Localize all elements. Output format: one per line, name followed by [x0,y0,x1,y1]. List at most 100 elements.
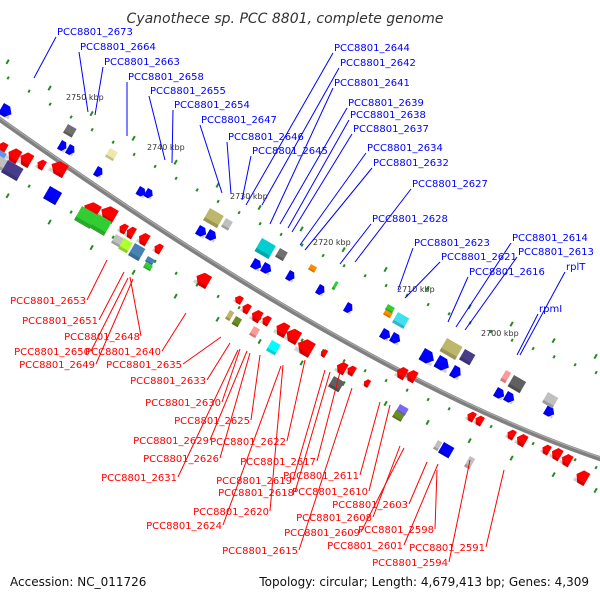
forward-gene-label[interactable]: PCC8801_2641 [334,78,410,89]
reverse-gene-arrow[interactable] [540,443,552,456]
forward-gene-label[interactable]: PCC8801_2614 [512,233,588,244]
reverse-gene-label[interactable]: PCC8801_2650 [14,347,90,358]
gene-feature-box[interactable] [385,304,395,314]
reverse-gene-label[interactable]: PCC8801_2631 [101,473,177,484]
forward-gene-label[interactable]: PCC8801_2645 [252,146,328,157]
gene-feature-box[interactable] [383,309,393,319]
gene-feature-box[interactable] [500,370,512,384]
reverse-gene-label[interactable]: PCC8801_2629 [133,436,209,447]
forward-gene-label[interactable]: PCC8801_2628 [372,214,448,225]
forward-gene-arrow[interactable] [56,140,69,153]
forward-gene-arrow[interactable] [543,405,557,419]
reverse-gene-arrow[interactable] [48,158,69,179]
reverse-gene-arrow[interactable] [404,368,419,384]
forward-gene-arrow[interactable] [93,166,105,179]
reverse-gene-arrow[interactable] [505,428,517,441]
forward-gene-label[interactable]: PCC8801_2642 [340,58,416,69]
gene-feature-box[interactable] [220,218,233,231]
forward-gene-label[interactable]: PCC8801_2664 [80,42,156,53]
gene-feature-box[interactable] [507,375,527,394]
reverse-gene-arrow[interactable] [233,294,244,305]
reverse-gene-label[interactable]: PCC8801_2633 [130,376,206,387]
gene-feature-box[interactable] [308,264,318,273]
gene-feature-box[interactable] [143,262,153,272]
reverse-gene-label[interactable]: PCC8801_2625 [174,416,250,427]
reverse-gene-arrow[interactable] [135,231,151,247]
gene-feature-box[interactable] [328,376,345,393]
reverse-gene-label[interactable]: PCC8801_2594 [372,558,448,569]
reverse-gene-label[interactable]: PCC8801_2626 [143,454,219,465]
forward-gene-label[interactable]: PCC8801_2663 [104,57,180,68]
reverse-gene-arrow[interactable] [573,468,591,487]
reverse-gene-label[interactable]: PCC8801_2640 [85,347,161,358]
forward-gene-arrow[interactable] [135,186,148,199]
forward-gene-arrow[interactable] [0,103,14,120]
gene-feature-box[interactable] [331,281,339,291]
reverse-gene-label[interactable]: PCC8801_2615 [222,546,298,557]
reverse-gene-arrow[interactable] [273,320,291,339]
reverse-gene-label[interactable]: PCC8801_2630 [145,398,221,409]
reverse-gene-arrow[interactable] [260,314,272,327]
reverse-gene-label[interactable]: PCC8801_2618 [218,488,294,499]
reverse-gene-arrow[interactable] [319,348,329,358]
reverse-gene-label[interactable]: PCC8801_2620 [193,507,269,518]
forward-gene-arrow[interactable] [250,258,264,272]
gene-feature-box[interactable] [459,349,476,366]
gene-feature-box[interactable] [74,206,98,229]
forward-gene-arrow[interactable] [418,348,438,367]
gene-feature-box[interactable] [249,326,261,339]
forward-gene-arrow[interactable] [503,391,517,405]
reverse-gene-label[interactable]: PCC8801_2609 [284,528,360,539]
forward-gene-arrow[interactable] [195,225,209,239]
gene-feature-box[interactable] [254,238,276,259]
forward-gene-label[interactable]: PCC8801_2644 [334,43,410,54]
reverse-gene-arrow[interactable] [35,158,47,171]
reverse-gene-label[interactable]: PCC8801_2635 [106,360,182,371]
reverse-gene-label[interactable]: PCC8801_2611 [283,471,359,482]
forward-gene-label[interactable]: PCC8801_2654 [174,100,250,111]
forward-gene-arrow[interactable] [388,332,403,346]
gene-feature-box[interactable] [117,238,133,254]
reverse-gene-label[interactable]: PCC8801_2651 [22,316,98,327]
gene-feature-box[interactable] [433,440,443,452]
forward-gene-arrow[interactable] [205,229,219,243]
forward-gene-label[interactable]: PCC8801_2647 [201,115,277,126]
gene-feature-box[interactable] [392,312,410,329]
reverse-gene-arrow[interactable] [345,364,357,377]
forward-gene-arrow[interactable] [143,188,155,200]
reverse-gene-arrow[interactable] [5,146,23,165]
forward-gene-label[interactable]: PCC8801_2621 [441,252,517,263]
reverse-gene-label[interactable]: PCC8801_2591 [409,543,485,554]
reverse-gene-label[interactable]: PCC8801_2617 [240,457,316,468]
reverse-gene-label[interactable]: PCC8801_2608 [296,513,372,524]
reverse-gene-label[interactable]: PCC8801_2653 [10,296,86,307]
forward-gene-label[interactable]: PCC8801_2613 [518,247,594,258]
reverse-gene-arrow[interactable] [514,432,529,448]
reverse-gene-arrow[interactable] [283,326,303,346]
reverse-gene-label[interactable]: PCC8801_2598 [358,525,434,536]
forward-gene-label[interactable]: PCC8801_2639 [348,98,424,109]
forward-gene-label[interactable]: rpmI [539,304,562,315]
gene-feature-box[interactable] [1,160,24,182]
reverse-gene-arrow[interactable] [393,365,409,381]
forward-gene-label[interactable]: PCC8801_2634 [367,143,443,154]
gene-feature-box[interactable] [145,256,155,266]
forward-gene-arrow[interactable] [433,355,453,374]
reverse-gene-arrow[interactable] [123,225,137,240]
forward-gene-label[interactable]: PCC8801_2673 [57,27,133,38]
reverse-gene-arrow[interactable] [117,222,129,235]
forward-gene-arrow[interactable] [285,270,297,283]
forward-gene-arrow[interactable] [315,284,327,297]
gene-feature-box[interactable] [275,248,288,262]
gene-feature-box[interactable] [231,316,243,328]
reverse-gene-label[interactable]: PCC8801_2610 [292,487,368,498]
reverse-gene-arrow[interactable] [558,452,574,468]
gene-feature-box[interactable] [203,208,224,229]
gene-feature-box[interactable] [438,442,455,459]
gene-feature-box[interactable] [439,338,463,360]
forward-gene-arrow[interactable] [449,365,464,381]
gene-feature-box[interactable] [224,310,235,322]
reverse-gene-arrow[interactable] [362,378,372,388]
reverse-gene-arrow[interactable] [239,302,252,315]
reverse-gene-label[interactable]: PCC8801_2622 [210,437,286,448]
